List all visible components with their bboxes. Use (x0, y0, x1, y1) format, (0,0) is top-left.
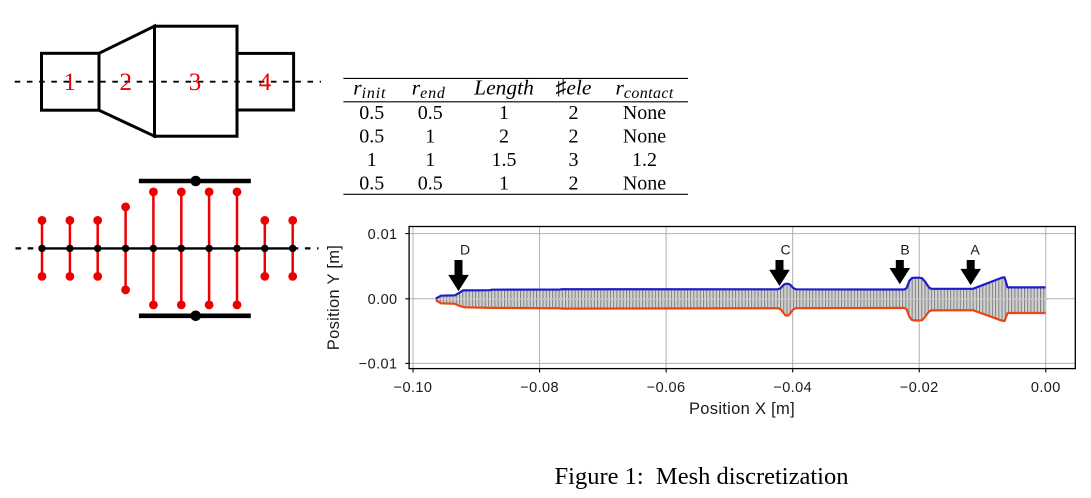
svg-text:1: 1 (499, 102, 509, 124)
svg-text:B: B (900, 242, 909, 258)
svg-text:2: 2 (569, 126, 579, 148)
svg-text:−0.06: −0.06 (647, 380, 686, 396)
svg-text:1: 1 (425, 126, 435, 148)
svg-text:0.01: 0.01 (368, 227, 398, 243)
svg-text:−0.01: −0.01 (359, 357, 398, 373)
svg-text:−0.04: −0.04 (773, 380, 812, 396)
svg-text:None: None (623, 126, 666, 148)
svg-text:0.00: 0.00 (368, 292, 398, 308)
svg-text:3: 3 (189, 69, 202, 96)
svg-text:C: C (781, 242, 791, 258)
svg-text:♯ele: ♯ele (556, 76, 592, 100)
svg-text:None: None (623, 173, 666, 195)
svg-text:0.5: 0.5 (418, 173, 443, 195)
svg-text:1.2: 1.2 (632, 149, 657, 171)
svg-text:1: 1 (63, 69, 76, 96)
svg-text:None: None (623, 102, 666, 124)
svg-text:0.5: 0.5 (359, 173, 384, 195)
svg-text:A: A (970, 242, 980, 258)
svg-text:1: 1 (425, 149, 435, 171)
svg-text:0.00: 0.00 (1031, 380, 1061, 396)
svg-text:3: 3 (569, 149, 579, 171)
svg-text:2: 2 (569, 102, 579, 124)
svg-text:1.5: 1.5 (492, 149, 517, 171)
svg-text:Length: Length (473, 76, 534, 100)
svg-text:1: 1 (367, 149, 377, 171)
svg-text:−0.10: −0.10 (394, 380, 433, 396)
svg-text:1: 1 (499, 173, 509, 195)
svg-text:0.5: 0.5 (359, 126, 384, 148)
svg-text:2: 2 (569, 173, 579, 195)
svg-text:2: 2 (120, 69, 133, 96)
svg-text:4: 4 (259, 69, 272, 96)
svg-text:Position X [m]: Position X [m] (689, 400, 795, 418)
svg-text:2: 2 (499, 126, 509, 148)
svg-text:−0.08: −0.08 (520, 380, 559, 396)
svg-text:0.5: 0.5 (418, 102, 443, 124)
svg-text:Figure 1: Mesh discretization: Figure 1: Mesh discretization (555, 463, 849, 490)
svg-text:−0.02: −0.02 (900, 380, 939, 396)
svg-text:Position Y [m]: Position Y [m] (325, 245, 343, 350)
svg-text:D: D (460, 242, 470, 258)
svg-text:0.5: 0.5 (359, 102, 384, 124)
